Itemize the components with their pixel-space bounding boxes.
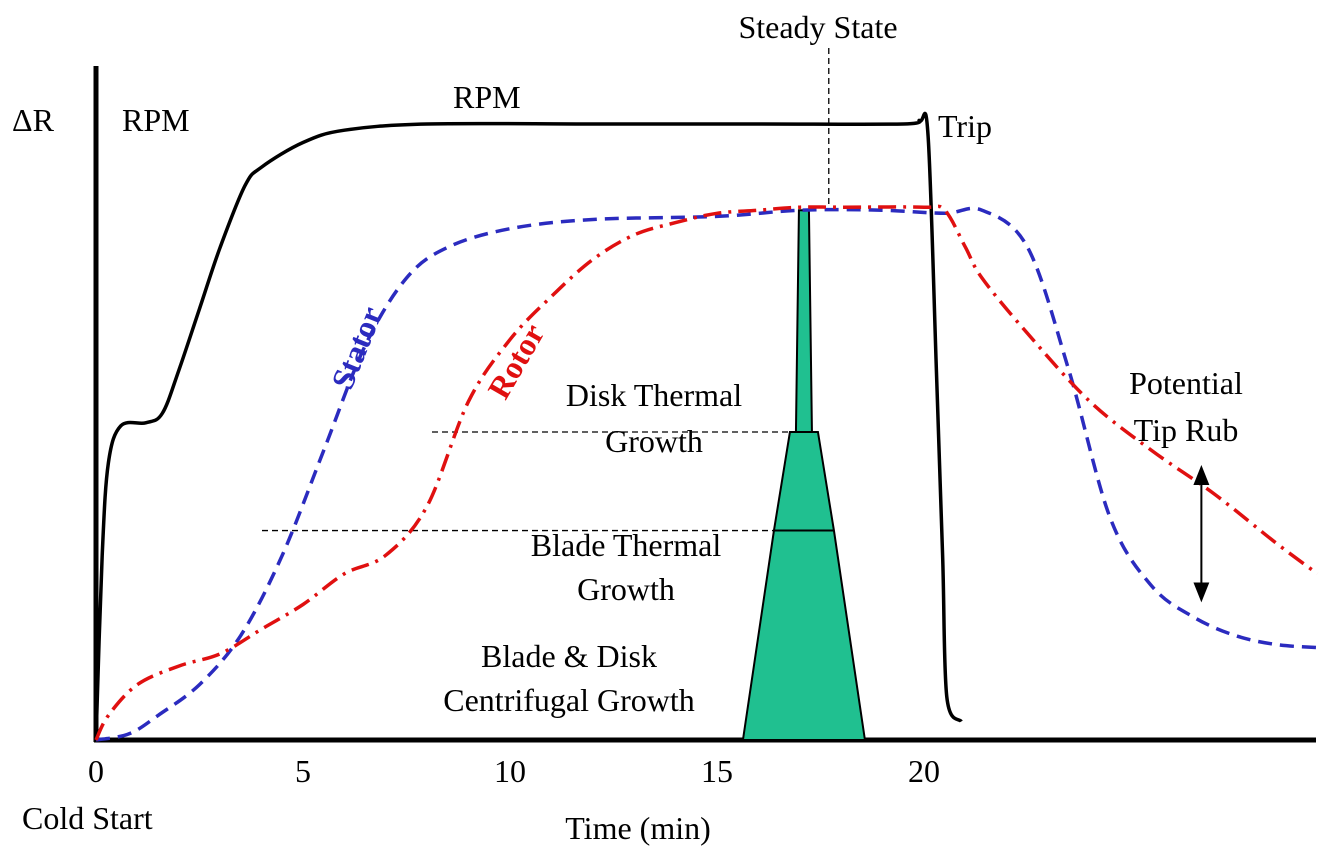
centrifugal-label-1: Blade & Disk: [481, 638, 657, 674]
blade-thermal-label-2: Growth: [577, 571, 675, 607]
centrifugal-label-2: Centrifugal Growth: [443, 682, 695, 718]
growth-composition-bar: [741, 209, 867, 741]
disk-thermal-label-2: Growth: [605, 423, 703, 459]
x-tick-labels: 0 5 10 15 20: [88, 753, 940, 789]
potential-tip-rub-label-1: Potential: [1129, 365, 1243, 401]
series-stator-line: [95, 206, 1318, 742]
disk-thermal-label-1: Disk Thermal: [566, 377, 742, 413]
rpm-label-left: RPM: [122, 102, 190, 138]
y-axis-label: ΔR: [12, 102, 55, 138]
series-rotor-line: [94, 204, 1319, 741]
stator-label: Stator: [324, 301, 389, 394]
x-tick-0: 0: [88, 753, 104, 789]
series-layer: [94, 111, 1319, 742]
growth-bar-shape: [741, 209, 867, 741]
rpm-label-top: RPM: [453, 79, 521, 115]
blade-thermal-label-1: Blade Thermal: [531, 527, 722, 563]
series-rpm-line: [94, 111, 963, 741]
cold-start-label: Cold Start: [22, 800, 153, 836]
potential-tip-rub-label-2: Tip Rub: [1134, 412, 1239, 448]
x-tick-20: 20: [908, 753, 940, 789]
x-tick-5: 5: [295, 753, 311, 789]
x-axis-label: Time (min): [565, 810, 711, 846]
steady-state-label: Steady State: [738, 9, 897, 45]
x-tick-10: 10: [494, 753, 526, 789]
x-tick-15: 15: [701, 753, 733, 789]
rotor-label: Rotor: [480, 317, 551, 404]
trip-label: Trip: [938, 108, 992, 144]
